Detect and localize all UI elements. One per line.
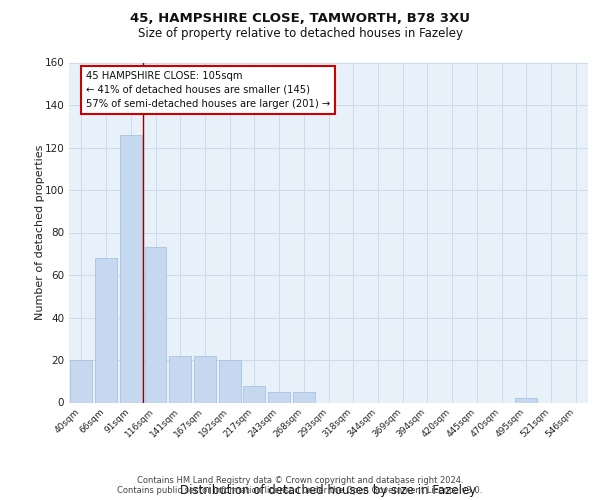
Text: Size of property relative to detached houses in Fazeley: Size of property relative to detached ho… [137,28,463,40]
Text: 45 HAMPSHIRE CLOSE: 105sqm
← 41% of detached houses are smaller (145)
57% of sem: 45 HAMPSHIRE CLOSE: 105sqm ← 41% of deta… [86,71,330,109]
Text: Contains HM Land Registry data © Crown copyright and database right 2024.: Contains HM Land Registry data © Crown c… [137,476,463,485]
Bar [219,360,241,403]
Y-axis label: Number of detached properties: Number of detached properties [35,145,45,320]
Bar [120,134,142,402]
Text: 45, HAMPSHIRE CLOSE, TAMWORTH, B78 3XU: 45, HAMPSHIRE CLOSE, TAMWORTH, B78 3XU [130,12,470,26]
Bar [293,392,314,402]
Bar [244,386,265,402]
X-axis label: Distribution of detached houses by size in Fazeley: Distribution of detached houses by size … [181,484,476,497]
Bar [268,392,290,402]
Bar [515,398,537,402]
Bar [145,248,166,402]
Bar [70,360,92,403]
Bar [169,356,191,403]
Text: Contains public sector information licensed under the Open Government Licence v3: Contains public sector information licen… [118,486,482,495]
Bar [194,356,216,403]
Bar [95,258,117,402]
